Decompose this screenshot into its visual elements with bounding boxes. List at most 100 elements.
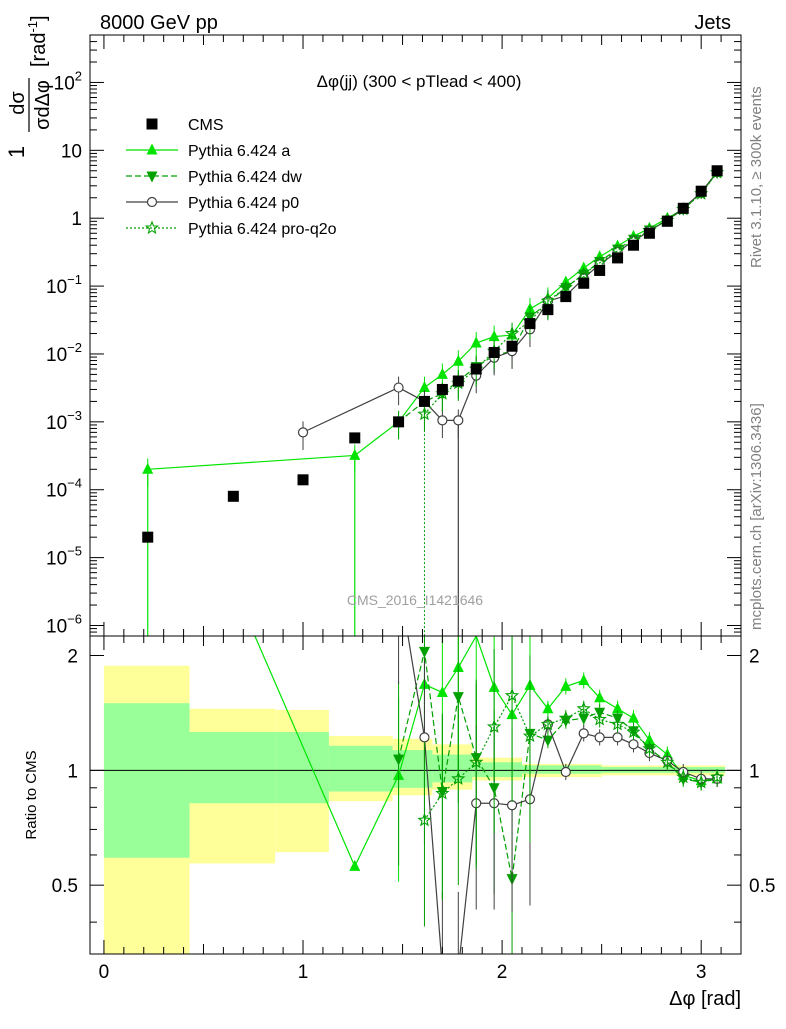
x-tick-label: 2 <box>497 962 508 983</box>
data-point <box>452 354 464 366</box>
x-tick-label: 3 <box>696 962 707 983</box>
y-tick-mantissa: 10 <box>46 413 67 434</box>
ratio-series <box>254 636 725 954</box>
ratio-point <box>676 769 691 784</box>
data-point <box>436 383 448 395</box>
legend-label: Pythia 6.424 dw <box>188 169 302 186</box>
data-point <box>452 375 464 387</box>
ratio-point <box>694 774 709 789</box>
x-axis-label: Δφ [rad] <box>669 988 741 1010</box>
ratio-band-green <box>103 703 190 858</box>
data-point <box>488 330 500 342</box>
rivet-version-label: Rivet 3.1.10, ≥ 300k events <box>748 86 765 268</box>
process-label: Jets <box>694 12 731 34</box>
legend-marker <box>144 220 160 235</box>
data-point <box>418 381 430 393</box>
analysis-watermark: CMS_2016_I1421646 <box>347 592 483 608</box>
data-point <box>506 340 518 352</box>
chart-title: Δφ(jj) (300 < pTlead < 400) <box>317 72 522 91</box>
ratio-plot: 2 2 1 1 0.5 0.5 0 1 2 3 Ratio to CMS <box>23 635 775 983</box>
data-point <box>542 304 554 316</box>
y-label-unit: [rad-1] <box>25 15 50 67</box>
ratio-tick-label: 0.5 <box>52 876 78 897</box>
y-tick-label: 10−1 <box>46 272 82 298</box>
ratio-point <box>660 754 675 769</box>
ratio-tick-label: 1 <box>67 761 78 782</box>
data-point <box>297 427 309 438</box>
ratio-tick-label-right: 1 <box>749 761 760 782</box>
data-point <box>470 336 482 348</box>
ratio-point <box>560 766 571 778</box>
y-label-unit-close: ] <box>28 15 50 21</box>
ratio-point <box>435 785 450 800</box>
series-pythia-6-424-pro-q2o <box>417 165 725 636</box>
ratio-point <box>522 728 538 743</box>
y-tick-label: 1 <box>71 209 82 230</box>
ratio-point <box>436 685 448 697</box>
ratio-point <box>592 711 607 726</box>
y-tick-label: 10 <box>61 141 82 162</box>
data-point <box>711 165 723 177</box>
data-point <box>488 347 500 359</box>
legend-label: Pythia 6.424 pro-q2o <box>188 221 337 238</box>
data-point <box>578 277 590 289</box>
ratio-point <box>612 732 623 743</box>
ratio-point <box>612 702 624 714</box>
y-tick-mantissa: 10 <box>46 549 67 570</box>
y-label-unit-open: [rad <box>28 33 50 67</box>
y-label-one: 1 <box>4 146 29 158</box>
ratio-point <box>542 702 554 714</box>
ratio-point <box>506 800 518 811</box>
y-tick-label: 10−3 <box>46 408 82 434</box>
ratio-point <box>578 713 590 725</box>
ratio-point <box>540 716 556 731</box>
x-tick-label: 0 <box>99 962 110 983</box>
ratio-point <box>469 754 484 769</box>
legend-marker <box>146 143 158 155</box>
data-point <box>418 395 430 407</box>
ratio-band-green <box>328 745 393 792</box>
series-cms <box>142 165 723 543</box>
y-tick-mantissa: 10 <box>46 277 67 298</box>
series-line <box>147 171 718 470</box>
ratio-point <box>560 679 572 691</box>
legend-label: Pythia 6.424 a <box>188 143 290 160</box>
y-label-unit-exponent: -1 <box>25 21 40 33</box>
collision-energy-label: 8000 GeV pp <box>100 12 218 34</box>
ratio-uncertainty-bands <box>103 665 726 954</box>
ratio-point <box>627 711 639 723</box>
data-point <box>594 264 606 276</box>
ratio-point <box>578 673 590 685</box>
ratio-point <box>610 716 625 731</box>
ratio-point <box>504 688 520 702</box>
data-point <box>540 293 556 308</box>
legend-marker <box>146 196 158 208</box>
y-tick-mantissa: 10 <box>46 616 67 637</box>
ratio-point <box>451 771 466 785</box>
y-tick-exponent: −4 <box>67 476 82 491</box>
legend-marker <box>146 171 158 183</box>
data-point <box>504 326 520 340</box>
y-tick-mantissa: 10 <box>54 73 75 94</box>
ratio-point <box>349 859 361 871</box>
ratio-tick-label-right: 0.5 <box>749 876 775 897</box>
ratio-plot-frame <box>89 635 742 955</box>
data-point <box>142 462 154 474</box>
data-point <box>349 448 361 460</box>
ratio-point <box>393 754 405 766</box>
ratio-band-green <box>472 762 523 778</box>
ratio-tick-label: 2 <box>67 647 78 668</box>
data-point <box>661 215 673 227</box>
y-label-numerator: dσ <box>7 91 29 115</box>
data-point <box>627 239 639 251</box>
data-point <box>560 291 572 303</box>
series-pythia-6-424-p0 <box>297 166 723 636</box>
legend-label: Pythia 6.424 p0 <box>188 195 299 212</box>
series-line <box>302 171 718 433</box>
ratio-point <box>417 812 432 827</box>
ratio-point <box>558 710 573 725</box>
data-point <box>297 474 309 486</box>
